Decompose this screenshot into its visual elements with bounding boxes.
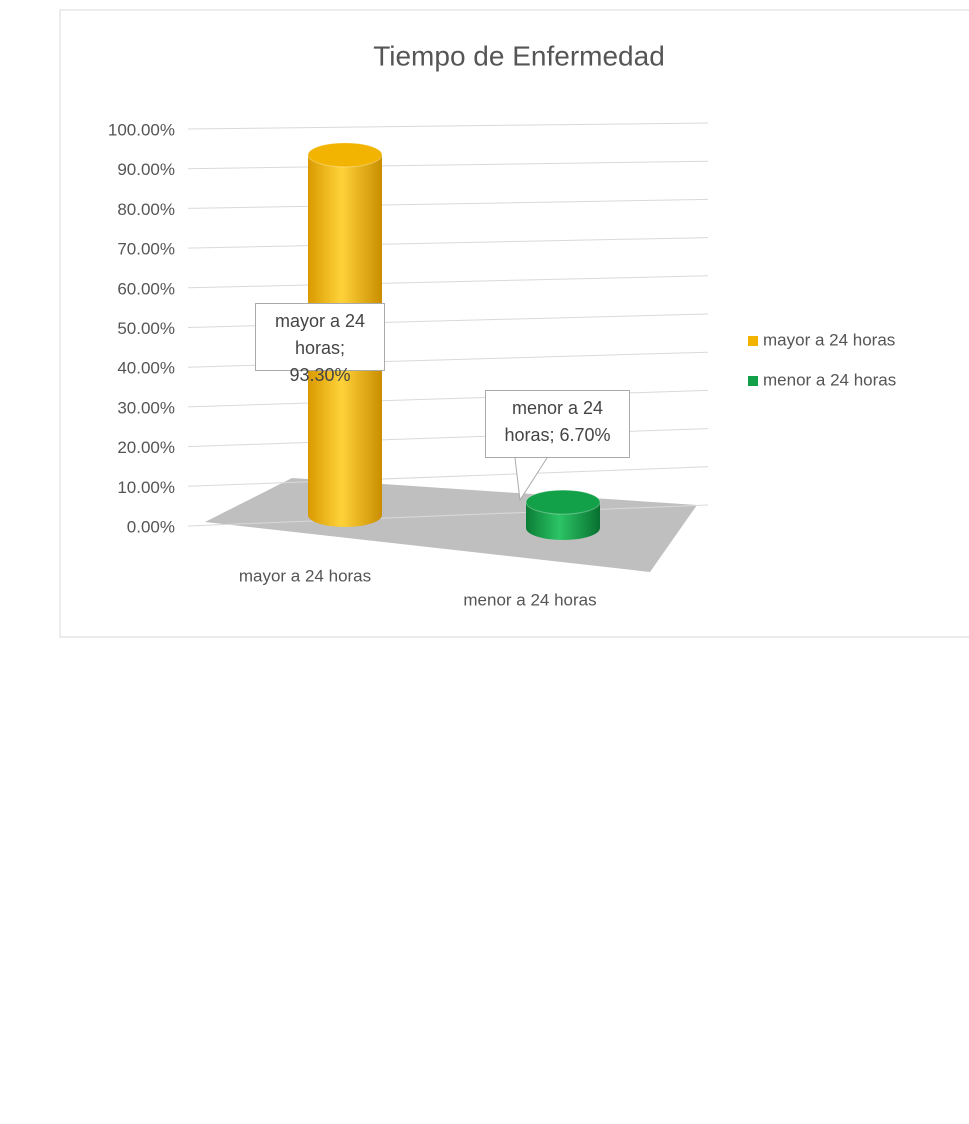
grid-line bbox=[187, 466, 709, 487]
grid-line bbox=[187, 160, 709, 170]
y-tick-label: 30.00% bbox=[117, 398, 175, 417]
data-label: menor a 24 horas; 6.70% bbox=[485, 390, 630, 458]
data-label: mayor a 24 horas; 93.30% bbox=[255, 303, 385, 385]
legend-label: menor a 24 horas bbox=[763, 370, 896, 389]
grid-line bbox=[187, 504, 709, 527]
y-tick-label: 50.00% bbox=[117, 319, 175, 338]
y-tick-label: 0.00% bbox=[127, 517, 175, 536]
bar-top bbox=[525, 489, 601, 515]
y-tick-label: 70.00% bbox=[117, 240, 175, 259]
legend-label: mayor a 24 horas bbox=[763, 330, 895, 349]
chart-title: Tiempo de Enfermedad bbox=[373, 40, 665, 71]
legend-marker bbox=[748, 376, 758, 386]
grid-line bbox=[187, 198, 709, 209]
y-tick-label: 80.00% bbox=[117, 200, 175, 219]
callout bbox=[514, 457, 548, 502]
grid-line bbox=[187, 275, 709, 289]
y-tick-label: 90.00% bbox=[117, 160, 175, 179]
y-tick-label: 100.00% bbox=[108, 120, 175, 139]
bar-top bbox=[307, 142, 383, 168]
legend-marker bbox=[748, 336, 758, 346]
y-tick-label: 60.00% bbox=[117, 279, 175, 298]
grid-line bbox=[187, 122, 709, 130]
y-tick-label: 10.00% bbox=[117, 478, 175, 497]
x-tick-label: menor a 24 horas bbox=[463, 590, 596, 609]
y-tick-label: 20.00% bbox=[117, 438, 175, 457]
grid-line bbox=[187, 237, 709, 249]
y-tick-label: 40.00% bbox=[117, 359, 175, 378]
x-tick-label: mayor a 24 horas bbox=[239, 566, 371, 585]
